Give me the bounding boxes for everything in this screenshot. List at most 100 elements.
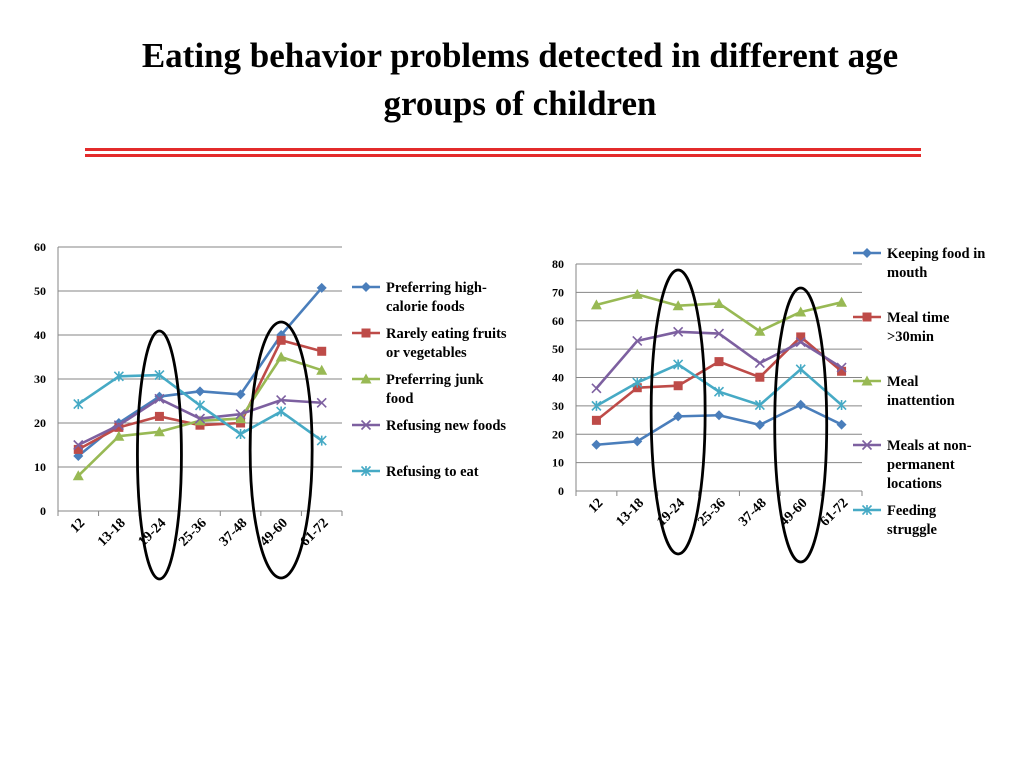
left-series-3-point-3 — [194, 413, 206, 424]
left-y-tick-4: 40 — [34, 328, 46, 342]
right-series-4-point-1 — [632, 377, 643, 388]
right-series-3-point-0 — [591, 383, 602, 394]
right-legend-key-2-marker — [861, 375, 873, 386]
left-y-tick-6: 60 — [34, 240, 46, 254]
right-legend-label-0-0: Keeping food in — [887, 246, 985, 262]
left-series-4-point-6 — [316, 435, 327, 446]
right-series-1-point-4 — [755, 372, 765, 382]
left-legend-item-3: Refusing new foods — [352, 418, 506, 434]
right-series-0-point-0 — [591, 439, 602, 450]
right-legend-item-3: Meals at non-permanent locations — [853, 438, 972, 492]
slide-title-line1: Eating behavior problems detected in dif… — [141, 36, 899, 75]
right-series-1-point-2 — [673, 381, 683, 391]
left-series-2-point-6 — [316, 364, 328, 375]
right-series-3-point-3 — [713, 328, 725, 339]
right-legend-key-4-marker — [861, 504, 873, 516]
left-legend-item-2: Preferring junk food — [352, 372, 485, 407]
right-y-tick-1: 10 — [552, 456, 564, 470]
left-series-2-point-5 — [275, 351, 287, 362]
right-series-2-point-4 — [754, 325, 766, 336]
left-legend-label-0-1: calorie foods — [386, 299, 465, 315]
slide-title-line2: groups of children — [383, 84, 657, 123]
left-series-2 — [72, 351, 328, 481]
right-series-0-point-3 — [714, 410, 724, 421]
left-series-3 — [73, 393, 327, 451]
right-y-tick-4: 40 — [552, 371, 564, 385]
right-y-tick-2: 20 — [552, 427, 564, 441]
right-series-2-point-1 — [631, 288, 643, 299]
right-y-tick-8: 80 — [552, 257, 564, 271]
left-y-tick-2: 20 — [34, 416, 46, 430]
left-legend-label-4-0: Refusing to eat — [386, 464, 479, 480]
right-x-tick-1: 13-18 — [613, 496, 647, 530]
right-series-0-point-4 — [754, 419, 765, 430]
left-legend-key-3-marker — [360, 419, 372, 431]
left-legend-key-4-marker — [360, 465, 372, 477]
left-series-4-point-2 — [154, 369, 165, 381]
left-series-2-point-0 — [72, 470, 84, 481]
title-rule-top — [85, 148, 921, 151]
right-series-4-point-4 — [754, 399, 765, 411]
left-series-1-point-0 — [73, 444, 83, 454]
left-series-4-point-3 — [194, 400, 206, 411]
right-series-0-point-6 — [836, 419, 847, 430]
left-series-1-point-5 — [276, 335, 286, 345]
right-y-tick-7: 70 — [552, 285, 564, 299]
left-y-tick-5: 50 — [34, 284, 46, 298]
left-series-3-point-4 — [235, 409, 246, 420]
left-series-4-point-4 — [235, 428, 246, 440]
right-series-3-point-6 — [836, 362, 847, 373]
left-legend-label-0-0: Preferring high- — [386, 280, 487, 296]
right-series-2-point-3 — [713, 297, 725, 308]
right-legend-key-3-marker — [861, 439, 873, 451]
left-series-0-point-6 — [316, 282, 327, 293]
right-series-3-point-1 — [632, 335, 643, 346]
right-series-0-point-2 — [673, 411, 684, 422]
right-series-3-point-2 — [673, 326, 684, 337]
right-series-1-point-5 — [796, 332, 806, 342]
left-legend-item-4: Refusing to eat — [352, 464, 479, 480]
slide-title: Eating behavior problems detected in dif… — [60, 32, 980, 128]
right-series-1 — [591, 332, 847, 425]
right-y-tick-6: 60 — [552, 314, 564, 328]
right-series-4-line — [595, 363, 843, 408]
right-legend-label-2-0: Meal — [887, 374, 918, 390]
right-legend-key-1-marker — [862, 312, 872, 322]
left-series-3-point-5 — [276, 395, 287, 406]
right-series-1-point-6 — [837, 366, 847, 376]
left-y-tick-3: 30 — [34, 372, 46, 386]
right-series-1-point-1 — [632, 383, 642, 393]
left-legend-key-2-marker — [360, 373, 372, 384]
right-legend-label-2-1: inattention — [887, 393, 955, 409]
right-series-3-point-5 — [795, 336, 806, 348]
left-legend-label-2-1: food — [386, 391, 413, 407]
right-legend-label-1-1: >30min — [887, 329, 934, 345]
right-legend-item-0: Keeping food in mouth — [853, 246, 985, 281]
right-x-tick-0: 12 — [586, 496, 607, 517]
right-series-2-point-0 — [590, 299, 602, 310]
right-series-4-point-0 — [591, 400, 602, 411]
left-legend-label-2-0: Preferring junk — [386, 372, 485, 388]
left-legend-label-1-1: or vegetables — [386, 345, 467, 361]
left-series-2-point-1 — [113, 430, 125, 441]
left-y-tick-0: 0 — [40, 504, 46, 518]
left-series-2-point-3 — [194, 415, 206, 426]
right-series-4-point-5 — [795, 364, 806, 375]
left-legend-item-1: Rarely eating fruits or vegetables — [352, 326, 507, 361]
right-series-0-point-5 — [795, 399, 806, 410]
right-legend-label-4-0: Feeding — [887, 503, 937, 519]
right-series-4-point-6 — [836, 399, 847, 411]
left-legend-label-3-0: Refusing new foods — [386, 418, 506, 434]
left-series-0-point-3 — [195, 386, 205, 397]
right-series-1-point-3 — [714, 357, 724, 367]
right-legend-key-0-marker — [862, 248, 872, 258]
left-legend-key-1-marker — [361, 328, 371, 338]
left-y-tick-1: 10 — [34, 460, 46, 474]
left-series-0-point-4 — [235, 389, 246, 400]
left-series-1-point-2 — [154, 411, 164, 421]
right-series-4-point-3 — [713, 386, 725, 397]
right-series-3-point-4 — [754, 357, 765, 369]
left-highlight-ellipse-0 — [136, 329, 183, 581]
right-legend-label-3-2: locations — [887, 476, 942, 492]
